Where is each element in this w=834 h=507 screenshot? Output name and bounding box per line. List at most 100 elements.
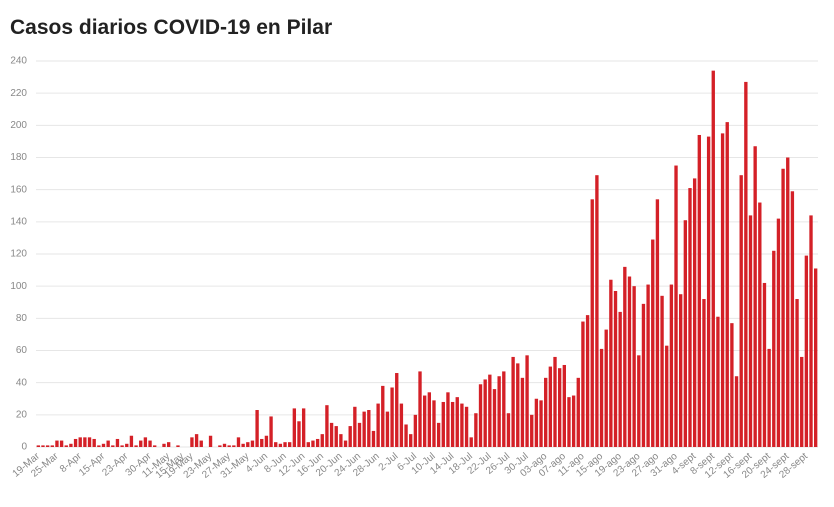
bar xyxy=(725,122,729,447)
bar xyxy=(450,401,455,447)
bar xyxy=(343,440,348,447)
bar xyxy=(706,136,711,447)
bar xyxy=(734,376,739,447)
bar xyxy=(194,434,199,447)
bar xyxy=(390,387,394,447)
x-tick-label: 2-Jul xyxy=(377,451,401,473)
bar xyxy=(604,329,608,447)
bar xyxy=(618,311,622,447)
bar xyxy=(139,440,143,447)
bar xyxy=(739,175,743,448)
bar xyxy=(478,384,483,447)
bar xyxy=(576,377,580,447)
bar xyxy=(492,389,497,447)
bar xyxy=(232,445,236,447)
bar xyxy=(557,368,562,447)
y-tick-label: 240 xyxy=(10,56,27,67)
bar xyxy=(227,445,231,447)
bar xyxy=(413,414,418,447)
bar xyxy=(720,133,725,447)
bar xyxy=(711,70,715,448)
bar xyxy=(660,295,664,447)
bar xyxy=(767,348,771,447)
bar xyxy=(716,316,720,447)
bar xyxy=(73,438,78,447)
bar xyxy=(376,403,380,447)
bar xyxy=(502,371,506,447)
bar xyxy=(553,356,557,447)
bar xyxy=(92,438,96,447)
bar xyxy=(786,157,790,447)
bar xyxy=(395,373,399,447)
y-tick-label: 180 xyxy=(10,152,27,163)
bar xyxy=(539,400,543,447)
bar xyxy=(190,437,194,447)
bar xyxy=(623,266,627,447)
bar xyxy=(246,442,250,447)
bar xyxy=(353,406,357,447)
bar xyxy=(613,290,618,447)
bar xyxy=(692,178,697,448)
bar xyxy=(106,440,110,447)
bar xyxy=(581,321,585,447)
bar xyxy=(804,255,809,447)
bar xyxy=(516,363,520,447)
bar xyxy=(162,443,166,447)
y-tick-label: 220 xyxy=(10,88,27,99)
bar xyxy=(436,422,441,447)
bar xyxy=(674,165,678,447)
bar xyxy=(483,379,487,447)
bar xyxy=(520,377,525,447)
bar xyxy=(730,323,734,447)
bar xyxy=(585,315,590,447)
bar xyxy=(795,299,799,447)
bar xyxy=(781,168,785,447)
bar xyxy=(325,405,329,447)
bar xyxy=(432,400,436,447)
bar xyxy=(530,414,534,447)
bar xyxy=(627,276,632,447)
y-tick-label: 60 xyxy=(16,345,28,356)
bar xyxy=(218,445,222,447)
bar xyxy=(125,443,129,447)
bar xyxy=(548,366,553,447)
bar xyxy=(283,442,287,447)
bar xyxy=(334,426,338,447)
bar xyxy=(748,215,753,447)
bar xyxy=(129,435,134,447)
bar xyxy=(418,371,422,447)
bar xyxy=(222,443,227,447)
bar xyxy=(36,445,41,447)
y-tick-label: 80 xyxy=(16,313,28,324)
y-tick-label: 0 xyxy=(21,442,27,453)
bar xyxy=(250,440,255,447)
bar xyxy=(292,408,297,447)
bar xyxy=(609,279,613,447)
bar xyxy=(651,239,655,447)
bar xyxy=(120,445,124,447)
bar xyxy=(236,437,241,447)
bar xyxy=(800,356,804,447)
bar xyxy=(665,345,669,447)
y-tick-label: 160 xyxy=(10,184,27,195)
bar xyxy=(753,146,757,447)
bar xyxy=(274,442,278,447)
bar xyxy=(474,413,478,447)
bar xyxy=(469,437,473,447)
bar xyxy=(69,443,73,447)
bar xyxy=(362,411,366,447)
bar xyxy=(772,250,776,447)
bar xyxy=(534,398,539,447)
bar xyxy=(311,440,315,447)
bar xyxy=(632,286,636,447)
bar xyxy=(599,348,604,447)
bar xyxy=(399,403,404,447)
bar xyxy=(455,397,459,447)
bar xyxy=(441,401,445,447)
bar xyxy=(809,215,813,447)
bar xyxy=(166,442,171,447)
y-tick-label: 100 xyxy=(10,281,27,292)
bar xyxy=(683,220,688,447)
bar xyxy=(571,395,576,447)
